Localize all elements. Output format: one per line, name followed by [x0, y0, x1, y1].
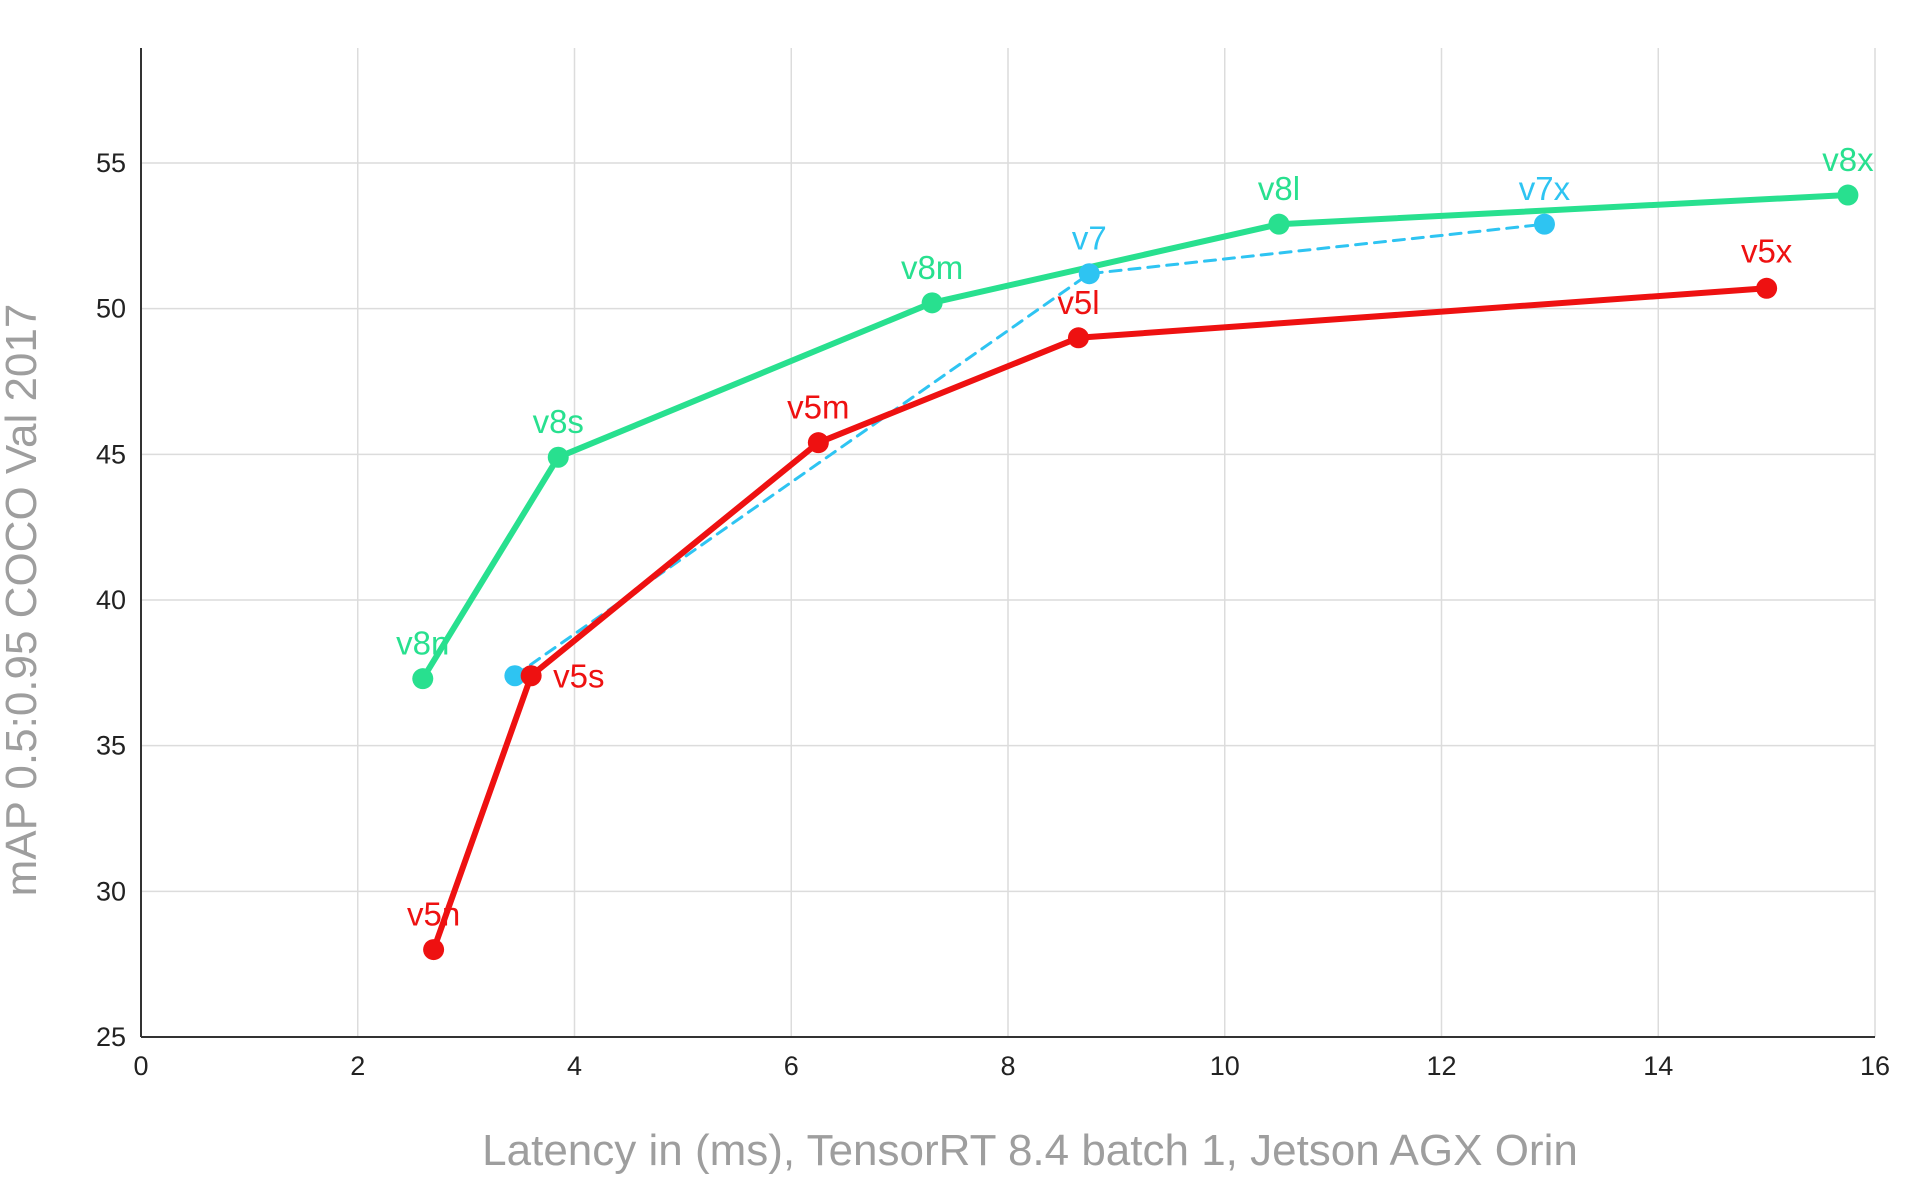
- y-tick-label: 45: [96, 439, 126, 469]
- data-point: [921, 292, 943, 314]
- y-tick-label: 55: [96, 148, 126, 178]
- data-point: [807, 432, 829, 454]
- data-point: [1067, 327, 1089, 349]
- point-label: v8x: [1822, 141, 1874, 178]
- point-label: v7x: [1519, 170, 1571, 207]
- y-axis-title: mAP 0.5:0.95 COCO Val 2017: [0, 304, 46, 897]
- series-line-2: [430, 285, 1770, 953]
- point-label: v8n: [396, 625, 449, 662]
- x-tick-label: 6: [784, 1051, 799, 1081]
- point-label: v8s: [533, 403, 584, 440]
- x-tick-label: 8: [1000, 1051, 1015, 1081]
- data-point: [504, 665, 526, 687]
- data-point: [1756, 277, 1778, 299]
- data-point: [520, 665, 542, 687]
- x-tick-label: 10: [1210, 1051, 1240, 1081]
- y-tick-label: 50: [96, 294, 126, 324]
- x-tick-label: 0: [133, 1051, 148, 1081]
- point-label: v5n: [407, 896, 460, 933]
- series: [412, 184, 1859, 961]
- x-tick-label: 14: [1643, 1051, 1673, 1081]
- x-tick-label: 12: [1426, 1051, 1456, 1081]
- grid: [141, 48, 1876, 1037]
- y-tick-label: 25: [96, 1022, 126, 1052]
- point-label: v5m: [787, 389, 849, 426]
- data-point: [1837, 184, 1859, 206]
- data-point: [412, 668, 434, 690]
- data-point: [423, 939, 445, 961]
- point-label: v5l: [1057, 284, 1099, 321]
- point-label: v5s: [553, 658, 604, 695]
- point-label: v7: [1072, 220, 1107, 257]
- x-axis-title: Latency in (ms), TensorRT 8.4 batch 1, J…: [482, 1126, 1578, 1175]
- y-tick-label: 30: [96, 876, 126, 906]
- data-point: [547, 446, 569, 468]
- x-tick-label: 16: [1860, 1051, 1890, 1081]
- point-label: v5x: [1741, 232, 1793, 269]
- x-tick-label: 4: [567, 1051, 582, 1081]
- point-labels: v8n v8s v8m v8l v8x v7 v7x v5n v5s v5m v5l v5x: [396, 141, 1874, 933]
- data-point: [1268, 213, 1290, 235]
- x-tick-label: 2: [350, 1051, 365, 1081]
- point-label: v8m: [901, 249, 963, 286]
- point-label: v8l: [1258, 170, 1300, 207]
- y-tick-label: 40: [96, 585, 126, 615]
- data-point: [1533, 213, 1555, 235]
- y-tick-label: 35: [96, 731, 126, 761]
- axes: 0 2 4 6 8 10 12 14 16 25 30 35 40 45 50 55: [96, 48, 1890, 1081]
- data-point: [1078, 263, 1100, 285]
- series-line-1: [513, 222, 1546, 678]
